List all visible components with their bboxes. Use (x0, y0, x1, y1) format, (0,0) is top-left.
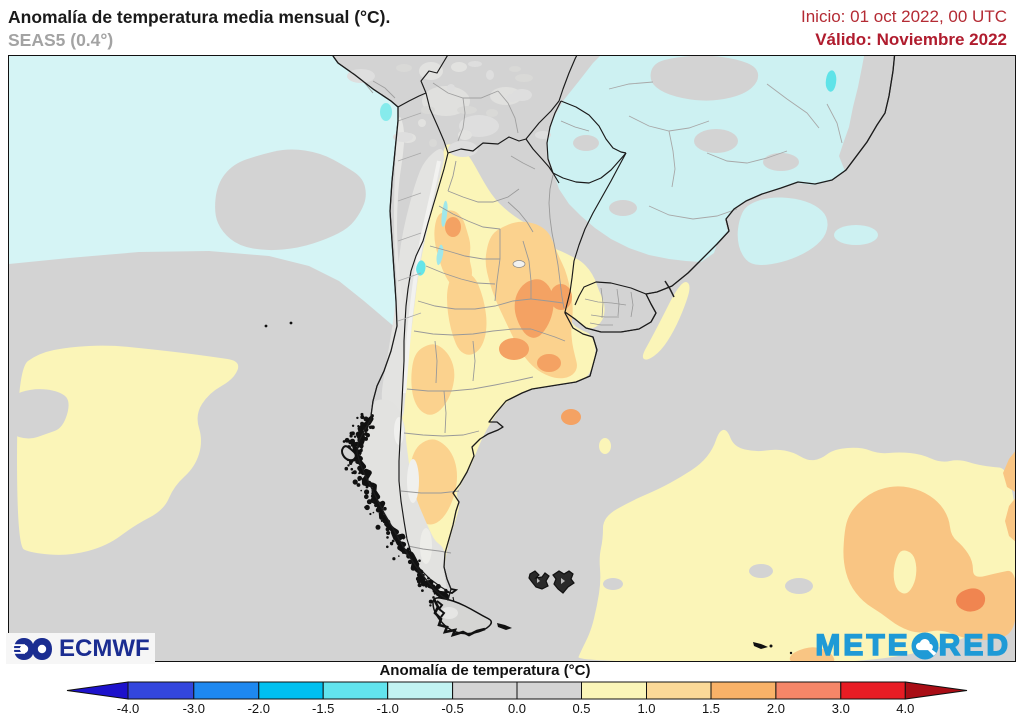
svg-text:-1.0: -1.0 (376, 701, 398, 716)
svg-text:2.0: 2.0 (767, 701, 785, 716)
svg-text:-1.5: -1.5 (312, 701, 334, 716)
svg-text:-3.0: -3.0 (183, 701, 205, 716)
svg-text:1.0: 1.0 (637, 701, 655, 716)
svg-text:4.0: 4.0 (896, 701, 914, 716)
svg-text:0.0: 0.0 (508, 701, 526, 716)
svg-text:-0.5: -0.5 (441, 701, 463, 716)
svg-text:1.5: 1.5 (702, 701, 720, 716)
svg-text:3.0: 3.0 (832, 701, 850, 716)
svg-text:-2.0: -2.0 (248, 701, 270, 716)
svg-text:0.5: 0.5 (572, 701, 590, 716)
svg-text:-4.0: -4.0 (117, 701, 139, 716)
